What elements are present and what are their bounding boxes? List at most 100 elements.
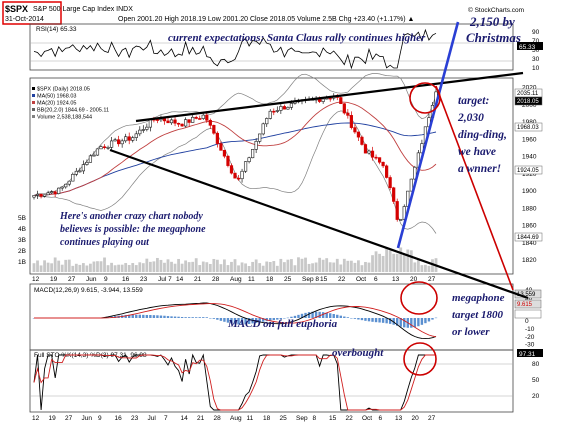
index-title: S&P 500 Large Cap Index INDX <box>33 6 133 13</box>
price-tick: 1940 <box>522 154 537 161</box>
legend-swatch <box>32 115 35 118</box>
price-candle <box>184 119 188 127</box>
macd-hist-bar <box>385 318 388 324</box>
price-candle <box>409 178 413 192</box>
date-tick: Oct <box>362 415 372 422</box>
volume-bar <box>318 257 322 272</box>
volume-bar <box>332 262 336 272</box>
macd-hist-bar <box>163 315 166 318</box>
volume-bar <box>113 265 117 272</box>
volume-bar <box>106 265 110 272</box>
price-tick: 2000 <box>522 102 537 109</box>
volume-bar <box>166 259 170 272</box>
macd-hist-bar <box>131 314 134 318</box>
annotations: 2,150 by Christmas current expectations:… <box>59 14 521 359</box>
volume-bar <box>219 264 223 272</box>
date-tick: 27 <box>68 276 76 283</box>
price-candle <box>243 161 248 172</box>
date-tick: 20 <box>410 276 418 283</box>
macd-hist-bar <box>311 311 314 318</box>
macd-hist-bar <box>195 317 198 318</box>
macd-hist-bar <box>420 318 424 325</box>
price-candle <box>265 118 269 125</box>
price-candle <box>102 146 107 149</box>
price-tick: 1900 <box>522 188 537 195</box>
price-candle <box>176 122 181 125</box>
volume-bar <box>339 264 343 272</box>
volume-bar <box>342 258 346 272</box>
macd-hist-bar <box>138 314 141 318</box>
date-tick: 18 <box>266 276 274 283</box>
macd-hist-bar <box>279 318 283 320</box>
macd-tick: -10 <box>525 326 535 333</box>
price-candle <box>282 106 286 110</box>
sto-tick: 50 <box>532 377 540 384</box>
price-candle <box>138 129 142 135</box>
price-candle <box>120 140 124 145</box>
price-candle <box>127 136 131 141</box>
macd-hist-bar <box>244 318 247 325</box>
volume-bar <box>233 259 237 272</box>
price-candle <box>413 166 417 180</box>
volume-bar <box>134 265 138 272</box>
volume-bar <box>424 264 427 272</box>
ma20-line <box>33 101 437 196</box>
price-candle <box>145 126 149 130</box>
macd-hist-bar <box>258 318 261 323</box>
crazy-note-line3: continues playing out <box>60 237 150 248</box>
volume-bar <box>413 262 417 272</box>
annotation-overlay <box>109 21 529 376</box>
price-candle <box>88 155 93 163</box>
volume-bar <box>201 261 205 272</box>
price-candle <box>381 161 385 167</box>
price-tick: 1860 <box>522 223 537 230</box>
ohlc-summary: Open 2001.20 High 2018.19 Low 2001.20 Cl… <box>118 16 414 23</box>
price-candle <box>321 98 325 102</box>
volume-bar <box>279 258 283 272</box>
macd-signal-line <box>34 303 437 338</box>
macd-hist-bar <box>314 311 318 318</box>
macd-hist-bar <box>170 316 173 318</box>
rsi-tick: 30 <box>532 56 540 63</box>
volume-bar <box>244 263 247 272</box>
price-candle <box>95 148 100 156</box>
price-candle <box>39 193 43 197</box>
macd-hist-bar <box>290 316 293 318</box>
megaphone-note-line1: megaphone <box>452 292 505 304</box>
date-tick: Oct <box>356 276 366 283</box>
date-tick: 6 <box>374 276 378 283</box>
volume-tick: 4B <box>18 226 26 233</box>
price-tag: 2035.11 <box>517 91 539 97</box>
price-candle <box>356 131 361 138</box>
price-candle <box>35 193 40 196</box>
date-tick: Sep <box>296 415 308 422</box>
macd-hist-bar <box>403 318 406 328</box>
price-candle <box>388 177 392 189</box>
volume-bar <box>378 253 381 272</box>
date-tick: 27 <box>428 415 436 422</box>
volume-bar <box>304 257 307 272</box>
price-candle <box>392 187 396 202</box>
volume-bar <box>194 258 198 272</box>
price-tick: 1960 <box>522 136 537 143</box>
macd-hist-bar <box>240 318 244 325</box>
volume-bar <box>43 260 46 272</box>
sto-panel: Full STO %K(14,3) %D(3) 97.31, 96.98 80 5… <box>30 349 543 411</box>
price-candle <box>219 143 223 151</box>
volume-bar <box>395 253 399 272</box>
volume-bar <box>402 253 406 272</box>
price-candle <box>113 139 117 142</box>
volume-bar <box>357 260 360 272</box>
volume-bar <box>191 261 195 272</box>
price-tag-box <box>514 165 543 175</box>
macd-hist-bar <box>276 318 279 320</box>
volume-bar <box>282 262 286 272</box>
overbought-note: overbought <box>332 347 384 359</box>
volume-bar <box>392 253 396 272</box>
panel-frame <box>29 349 514 413</box>
macd-hist-bar <box>230 318 233 324</box>
price-candle <box>131 137 135 141</box>
macd-hist-bar <box>321 312 325 318</box>
macd-hist-bar <box>223 318 226 322</box>
